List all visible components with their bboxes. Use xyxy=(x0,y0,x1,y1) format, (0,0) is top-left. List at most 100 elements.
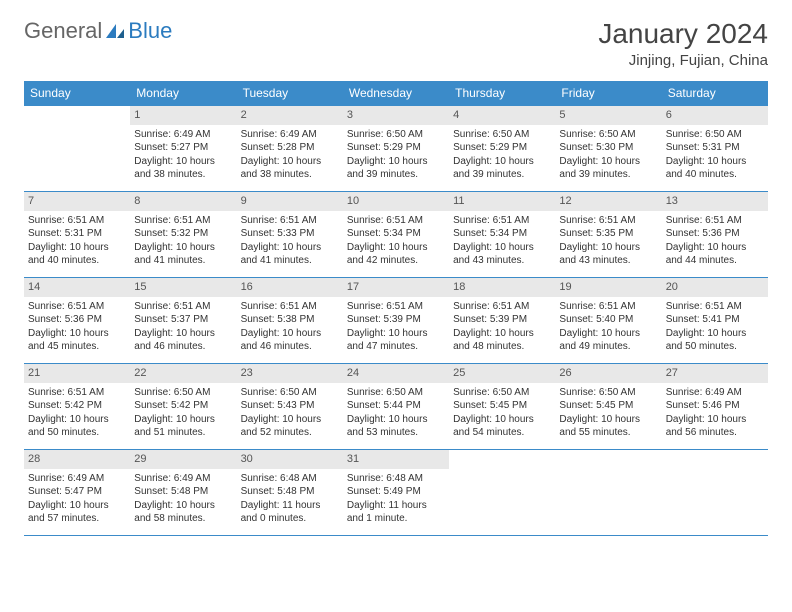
day-cell: 30Sunrise: 6:48 AMSunset: 5:48 PMDayligh… xyxy=(237,450,343,536)
sunrise-text: Sunrise: 6:50 AM xyxy=(134,386,232,400)
sunrise-text: Sunrise: 6:51 AM xyxy=(347,214,445,228)
day-number: 14 xyxy=(24,278,130,297)
sunset-text: Sunset: 5:31 PM xyxy=(666,141,764,155)
sunrise-text: Sunrise: 6:51 AM xyxy=(28,300,126,314)
sunset-text: Sunset: 5:48 PM xyxy=(134,485,232,499)
sunset-text: Sunset: 5:46 PM xyxy=(666,399,764,413)
day-cell: 17Sunrise: 6:51 AMSunset: 5:39 PMDayligh… xyxy=(343,278,449,364)
header: General Blue January 2024 Jinjing, Fujia… xyxy=(24,18,768,69)
logo-sail-icon xyxy=(104,22,126,40)
day-header-thu: Thursday xyxy=(449,81,555,106)
sunset-text: Sunset: 5:41 PM xyxy=(666,313,764,327)
month-title: January 2024 xyxy=(598,18,768,50)
day-cell: 26 Sunrise: 6:50 AMSunset: 5:45 PMDayligh… xyxy=(555,364,661,450)
day-number: 30 xyxy=(237,450,343,469)
day-cell: 4Sunrise: 6:50 AMSunset: 5:29 PMDaylight… xyxy=(449,106,555,192)
week-row: 7Sunrise: 6:51 AMSunset: 5:31 PMDaylight… xyxy=(24,192,768,278)
sunset-text: Sunset: 5:27 PM xyxy=(134,141,232,155)
day-cell: 2 Sunrise: 6:49 AMSunset: 5:28 PMDaylight… xyxy=(237,106,343,192)
daylight-text: Daylight: 10 hours and 50 minutes. xyxy=(666,327,764,354)
location: Jinjing, Fujian, China xyxy=(598,52,768,69)
day-cell xyxy=(449,450,555,536)
day-cell xyxy=(24,106,130,192)
daylight-text: Daylight: 10 hours and 57 minutes. xyxy=(28,499,126,526)
day-cell: 29Sunrise: 6:49 AMSunset: 5:48 PMDayligh… xyxy=(130,450,236,536)
daylight-text: Daylight: 10 hours and 38 minutes. xyxy=(241,155,339,182)
daylight-text: Daylight: 10 hours and 56 minutes. xyxy=(666,413,764,440)
day-cell xyxy=(662,450,768,536)
sunrise-text: Sunrise: 6:49 AM xyxy=(241,128,339,142)
sunrise-text: Sunrise: 6:50 AM xyxy=(453,386,551,400)
day-number: 19 xyxy=(555,278,661,297)
sunset-text: Sunset: 5:47 PM xyxy=(28,485,126,499)
day-number: 23 xyxy=(237,364,343,383)
daylight-text: Daylight: 10 hours and 41 minutes. xyxy=(241,241,339,268)
sunrise-text: Sunrise: 6:51 AM xyxy=(134,214,232,228)
day-cell: 9 Sunrise: 6:51 AMSunset: 5:33 PMDaylight… xyxy=(237,192,343,278)
day-number: 22 xyxy=(130,364,236,383)
day-header-mon: Monday xyxy=(130,81,236,106)
day-header-sun: Sunday xyxy=(24,81,130,106)
sunrise-text: Sunrise: 6:51 AM xyxy=(559,214,657,228)
sunrise-text: Sunrise: 6:50 AM xyxy=(347,386,445,400)
sunset-text: Sunset: 5:39 PM xyxy=(453,313,551,327)
sunset-text: Sunset: 5:36 PM xyxy=(28,313,126,327)
sunrise-text: Sunrise: 6:51 AM xyxy=(666,214,764,228)
day-number: 31 xyxy=(343,450,449,469)
sunrise-text: Sunrise: 6:50 AM xyxy=(559,128,657,142)
sunset-text: Sunset: 5:44 PM xyxy=(347,399,445,413)
day-number: 8 xyxy=(130,192,236,211)
sunrise-text: Sunrise: 6:51 AM xyxy=(134,300,232,314)
sunset-text: Sunset: 5:37 PM xyxy=(134,313,232,327)
daylight-text: Daylight: 10 hours and 55 minutes. xyxy=(559,413,657,440)
sunrise-text: Sunrise: 6:51 AM xyxy=(241,214,339,228)
sunrise-text: Sunrise: 6:51 AM xyxy=(241,300,339,314)
sunrise-text: Sunrise: 6:51 AM xyxy=(453,300,551,314)
day-number: 7 xyxy=(24,192,130,211)
week-row: 1 Sunrise: 6:49 AM Sunset: 5:27 PM Daylight… xyxy=(24,106,768,192)
day-number: 2 xyxy=(237,106,343,125)
sunrise-text: Sunrise: 6:51 AM xyxy=(559,300,657,314)
sunset-text: Sunset: 5:28 PM xyxy=(241,141,339,155)
sunrise-text: Sunrise: 6:48 AM xyxy=(347,472,445,486)
sunrise-text: Sunrise: 6:51 AM xyxy=(28,214,126,228)
day-header-tue: Tuesday xyxy=(237,81,343,106)
day-number: 9 xyxy=(237,192,343,211)
day-number: 27 xyxy=(662,364,768,383)
day-cell: 25 Sunrise: 6:50 AMSunset: 5:45 PMDayligh… xyxy=(449,364,555,450)
daylight-text: Daylight: 10 hours and 53 minutes. xyxy=(347,413,445,440)
day-number: 4 xyxy=(449,106,555,125)
sunset-text: Sunset: 5:30 PM xyxy=(559,141,657,155)
sunset-text: Sunset: 5:42 PM xyxy=(28,399,126,413)
daylight-text: Daylight: 10 hours and 43 minutes. xyxy=(453,241,551,268)
sunrise-text: Sunrise: 6:50 AM xyxy=(241,386,339,400)
day-cell: 14Sunrise: 6:51 AMSunset: 5:36 PMDayligh… xyxy=(24,278,130,364)
day-cell: 5Sunrise: 6:50 AMSunset: 5:30 PMDaylight… xyxy=(555,106,661,192)
sunset-text: Sunset: 5:31 PM xyxy=(28,227,126,241)
sunset-text: Sunset: 5:33 PM xyxy=(241,227,339,241)
daylight-text: Daylight: 10 hours and 54 minutes. xyxy=(453,413,551,440)
day-number: 3 xyxy=(343,106,449,125)
daylight-text: Daylight: 10 hours and 39 minutes. xyxy=(559,155,657,182)
day-number: 16 xyxy=(237,278,343,297)
day-number: 26 xyxy=(555,364,661,383)
day-number: 25 xyxy=(449,364,555,383)
day-cell: 16Sunrise: 6:51 AMSunset: 5:38 PMDayligh… xyxy=(237,278,343,364)
day-cell: 21Sunrise: 6:51 AMSunset: 5:42 PMDayligh… xyxy=(24,364,130,450)
daylight-text: Daylight: 10 hours and 39 minutes. xyxy=(347,155,445,182)
day-cell: 18Sunrise: 6:51 AMSunset: 5:39 PMDayligh… xyxy=(449,278,555,364)
sunrise-text: Sunrise: 6:50 AM xyxy=(559,386,657,400)
day-cell: 24Sunrise: 6:50 AMSunset: 5:44 PMDayligh… xyxy=(343,364,449,450)
logo: General Blue xyxy=(24,18,172,44)
day-number: 29 xyxy=(130,450,236,469)
day-number: 21 xyxy=(24,364,130,383)
daylight-text: Daylight: 10 hours and 51 minutes. xyxy=(134,413,232,440)
day-header-row: Sunday Monday Tuesday Wednesday Thursday… xyxy=(24,81,768,106)
sunset-text: Sunset: 5:45 PM xyxy=(559,399,657,413)
sunset-text: Sunset: 5:34 PM xyxy=(347,227,445,241)
day-number: 1 xyxy=(130,106,236,125)
day-number: 11 xyxy=(449,192,555,211)
daylight-text: Daylight: 10 hours and 46 minutes. xyxy=(241,327,339,354)
daylight-text: Daylight: 10 hours and 41 minutes. xyxy=(134,241,232,268)
sunset-text: Sunset: 5:45 PM xyxy=(453,399,551,413)
